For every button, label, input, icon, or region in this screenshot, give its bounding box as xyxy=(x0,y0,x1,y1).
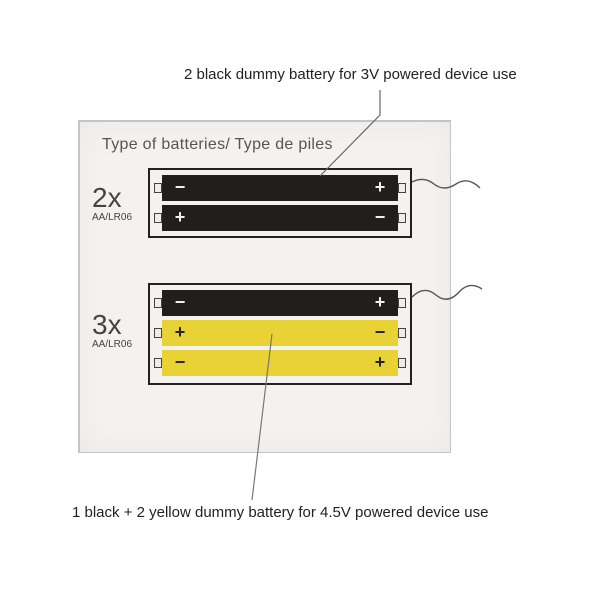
terminal-tab xyxy=(154,358,162,368)
qty-sub-3x: AA/LR06 xyxy=(92,339,132,350)
polarity-sign: + xyxy=(170,322,190,343)
battery-body xyxy=(162,320,398,346)
polarity-sign: − xyxy=(170,292,190,313)
terminal-tab xyxy=(398,358,406,368)
battery-3x-3: − + xyxy=(156,350,404,376)
battery-holder-3x: − + + − − + xyxy=(148,283,412,385)
card-title: Type of batteries/ Type de piles xyxy=(102,136,333,154)
qty-label-3x: 3x AA/LR06 xyxy=(92,311,132,350)
terminal-tab xyxy=(398,328,406,338)
terminal-tab xyxy=(154,328,162,338)
polarity-sign: − xyxy=(170,177,190,198)
qty-count-2x: 2x xyxy=(92,184,132,212)
polarity-sign: + xyxy=(170,207,190,228)
terminal-tab xyxy=(398,183,406,193)
battery-body xyxy=(162,205,398,231)
polarity-sign: + xyxy=(370,292,390,313)
battery-holder-2x: − + + − xyxy=(148,168,412,238)
polarity-sign: + xyxy=(370,352,390,373)
polarity-sign: + xyxy=(370,177,390,198)
polarity-sign: − xyxy=(170,352,190,373)
terminal-tab xyxy=(398,298,406,308)
battery-body xyxy=(162,350,398,376)
battery-3x-1: − + xyxy=(156,290,404,316)
polarity-sign: − xyxy=(370,322,390,343)
battery-2x-2: + − xyxy=(156,205,404,231)
qty-label-2x: 2x AA/LR06 xyxy=(92,184,132,223)
qty-count-3x: 3x xyxy=(92,311,132,339)
terminal-tab xyxy=(154,183,162,193)
top-annotation: 2 black dummy battery for 3V powered dev… xyxy=(184,66,517,83)
terminal-tab xyxy=(154,298,162,308)
terminal-tab xyxy=(398,213,406,223)
bottom-annotation: 1 black + 2 yellow dummy battery for 4.5… xyxy=(72,504,488,521)
polarity-sign: − xyxy=(370,207,390,228)
battery-body xyxy=(162,290,398,316)
qty-sub-2x: AA/LR06 xyxy=(92,212,132,223)
battery-3x-2: + − xyxy=(156,320,404,346)
battery-body xyxy=(162,175,398,201)
terminal-tab xyxy=(154,213,162,223)
battery-2x-1: − + xyxy=(156,175,404,201)
